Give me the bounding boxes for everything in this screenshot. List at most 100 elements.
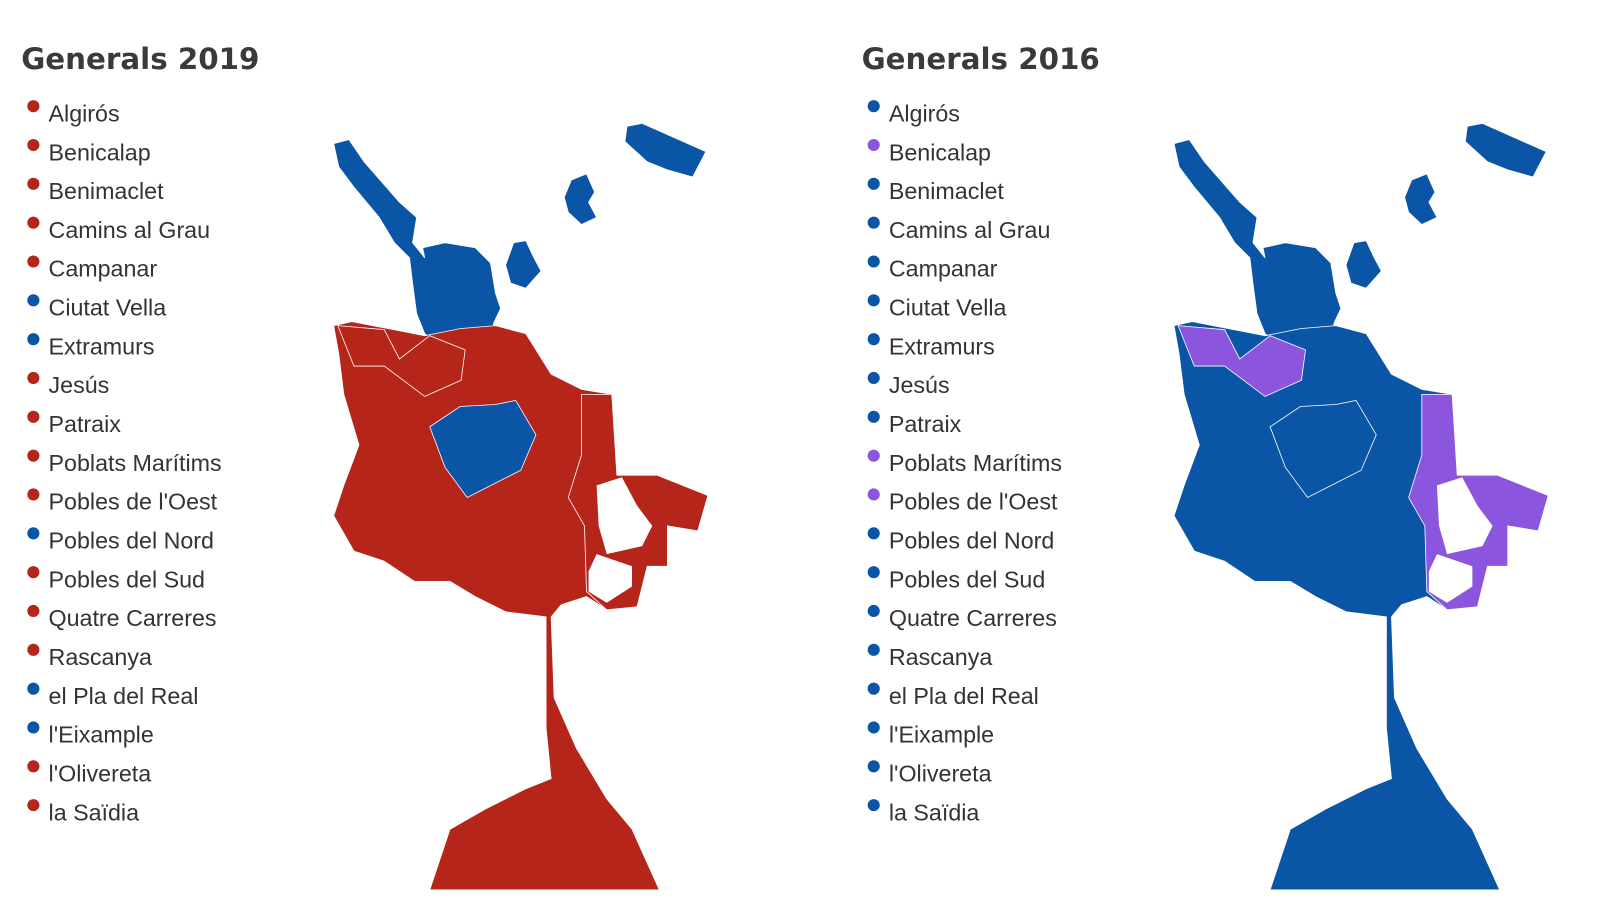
port-area xyxy=(596,477,653,555)
district-name: Camins al Grau xyxy=(889,217,1051,243)
map-region xyxy=(1408,393,1549,611)
legend-dot xyxy=(867,488,880,501)
port-area xyxy=(588,554,633,603)
district-name: Algirós xyxy=(49,100,120,126)
legend-dot xyxy=(867,255,880,268)
legend-dot xyxy=(27,294,40,307)
legend-dot xyxy=(27,527,40,540)
legend-dot xyxy=(27,682,40,695)
district-name: l'Eixample xyxy=(889,722,994,748)
map-region xyxy=(429,399,537,499)
map-region xyxy=(624,122,707,178)
map-region xyxy=(1345,240,1382,289)
panel: Generals 2019 Algirós Benicalap Benimaclet C… xyxy=(21,42,709,891)
district-name: Benimaclet xyxy=(889,178,1005,204)
legend-dot xyxy=(867,138,880,152)
map-region xyxy=(333,139,501,355)
district-name: Pobles del Nord xyxy=(889,528,1054,554)
district-name: Pobles de l'Oest xyxy=(889,489,1058,515)
district-name: Camins al Grau xyxy=(49,217,211,243)
legend-dot xyxy=(867,527,880,540)
district-name: Patraix xyxy=(889,411,962,437)
district-name: Rascanya xyxy=(49,644,152,670)
map-region xyxy=(563,173,598,225)
legend-dot xyxy=(27,177,40,190)
district-name: l'Olivereta xyxy=(889,761,992,787)
district-name: Campanar xyxy=(889,256,998,282)
district-name: l'Olivereta xyxy=(49,761,152,787)
legend-dot xyxy=(867,177,880,190)
district-name: Ciutat Vella xyxy=(49,295,167,321)
map-region xyxy=(1173,321,1549,891)
legend-dot xyxy=(27,371,40,385)
port-area xyxy=(1428,554,1473,603)
district-name: Extramurs xyxy=(889,333,995,359)
district-name: la Saïdia xyxy=(889,799,980,825)
legend-dot xyxy=(867,410,880,423)
district-name: Quatre Carreres xyxy=(49,605,217,631)
map-region xyxy=(1173,139,1342,355)
map-region xyxy=(567,393,709,611)
legend-dot xyxy=(867,294,880,307)
legend-dot xyxy=(867,799,880,812)
district-name: Pobles del Sud xyxy=(49,566,205,592)
district-name: Jesús xyxy=(889,372,950,398)
legend-dot xyxy=(867,371,880,385)
legend-dot xyxy=(27,604,40,618)
map-region xyxy=(505,240,542,289)
legend-dot xyxy=(867,721,880,734)
district-name: Algirós xyxy=(889,100,960,126)
legend-dot xyxy=(867,100,880,113)
district-name: l'Eixample xyxy=(49,722,154,748)
panel-title: Generals 2019 xyxy=(21,42,259,76)
legend-dot xyxy=(27,799,40,812)
map-region xyxy=(1269,399,1377,499)
district-name: Benimaclet xyxy=(49,178,165,204)
legend-dot xyxy=(27,760,40,773)
legend-dot xyxy=(27,488,40,501)
legend-dot xyxy=(867,682,880,695)
map-region xyxy=(333,321,709,891)
map-region xyxy=(1404,173,1438,225)
district-name: Pobles de l'Oest xyxy=(49,489,218,515)
legend-dot xyxy=(27,100,40,113)
panel: Generals 2016 Algirós Benicalap Benimaclet C… xyxy=(862,42,1549,891)
panel-title: Generals 2016 xyxy=(862,42,1100,76)
legend-dot xyxy=(27,721,40,734)
district-name: Campanar xyxy=(49,256,158,282)
map-region xyxy=(337,325,466,397)
port-area xyxy=(1436,477,1493,555)
district-name: Benicalap xyxy=(49,139,151,165)
legend-dot xyxy=(27,333,40,346)
legend-dot xyxy=(27,216,40,229)
legend-dot xyxy=(867,760,880,773)
map xyxy=(1173,122,1549,891)
legend-dot xyxy=(867,566,880,579)
legend-dot xyxy=(27,566,40,579)
district-name: el Pla del Real xyxy=(889,683,1039,709)
legend-dot xyxy=(27,138,40,152)
legend-dot xyxy=(867,333,880,346)
district-name: Rascanya xyxy=(889,644,992,670)
district-name: Pobles del Sud xyxy=(889,566,1045,592)
district-name: Quatre Carreres xyxy=(889,605,1057,631)
district-name: Poblats Marítims xyxy=(49,450,222,476)
legend-dot xyxy=(867,604,880,618)
legend-dot xyxy=(867,643,880,656)
district-name: Jesús xyxy=(49,372,110,398)
district-name: Extramurs xyxy=(49,333,155,359)
legend-dot xyxy=(867,449,880,462)
legend-dot xyxy=(27,643,40,656)
legend-dot xyxy=(27,410,40,423)
district-name: Benicalap xyxy=(889,139,991,165)
legend-dot xyxy=(27,449,40,462)
district-name: Patraix xyxy=(49,411,122,437)
district-name: Ciutat Vella xyxy=(889,295,1007,321)
map xyxy=(333,122,709,891)
district-name: la Saïdia xyxy=(49,799,140,825)
district-name: Pobles del Nord xyxy=(49,528,214,554)
legend-dot xyxy=(27,255,40,268)
district-name: Poblats Marítims xyxy=(889,450,1062,476)
map-region xyxy=(1177,325,1306,397)
